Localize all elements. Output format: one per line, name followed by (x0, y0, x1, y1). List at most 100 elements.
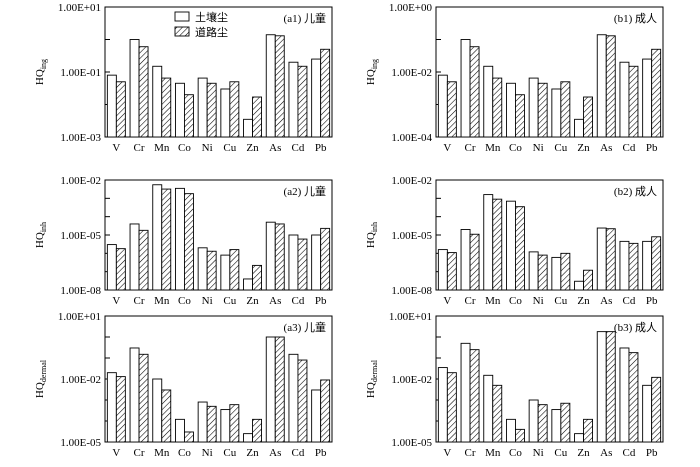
bar-road-Zn (252, 96, 263, 138)
bar-soil-Co (506, 200, 516, 291)
x-tick-label: Zn (246, 447, 259, 459)
bar-road-Mn (492, 77, 503, 138)
y-tick-label: 1.00E-02 (60, 374, 101, 386)
bar-soil-Cd (288, 61, 299, 138)
x-tick-label: Cu (554, 295, 567, 307)
bar-road-Zn (252, 264, 263, 291)
bar-road-Zn (583, 96, 593, 138)
x-tick-label: Cr (465, 447, 476, 459)
y-tick-label: 1.00E-02 (391, 374, 432, 386)
legend-swatch-soil (174, 11, 190, 22)
bar-road-Zn (583, 418, 593, 443)
x-tick-label: Cu (223, 142, 236, 154)
bar-road-Cu (560, 252, 571, 291)
x-tick-label: Ni (533, 142, 544, 154)
chart-panel-5: 1.00E+01 1.00E-02 1.00E-05 HQdermal V Cr Mn Co N… (34, 311, 333, 459)
bar-road-Mn (161, 188, 172, 291)
y-tick-label: 1.00E-04 (391, 132, 432, 144)
bar-soil-As (265, 336, 276, 443)
chart-panel-2: 1.00E+00 1.00E-02 1.00E-04 HQing V Cr Mn Co Ni Cu… (365, 2, 664, 154)
y-axis-label: HQinh (365, 222, 379, 248)
bar-soil-Ni (528, 399, 539, 443)
x-tick-label: Pb (646, 447, 658, 459)
bar-road-Zn (252, 418, 263, 443)
bar-soil-Cu (220, 254, 231, 291)
bar-road-Cd (297, 65, 308, 138)
bar-road-V (115, 248, 126, 291)
bar-soil-Mn (483, 374, 494, 443)
bar-soil-As (596, 34, 607, 138)
x-tick-label: V (112, 295, 120, 307)
bar-soil-Ni (197, 401, 208, 443)
bar-road-Cr (469, 233, 480, 291)
bar-soil-Co (174, 187, 185, 291)
chart-panel-1: 1.00E+01 1.00E-01 1.00E-03 HQing V Cr Mn Co Ni Cu… (34, 2, 333, 154)
y-tick-label: 1.00E-01 (60, 67, 101, 79)
y-tick-label: 1.00E-05 (60, 230, 101, 242)
bar-soil-Cu (551, 256, 562, 291)
bar-soil-Ni (528, 77, 539, 138)
bar-soil-Mn (152, 184, 163, 291)
bar-soil-Cu (551, 88, 562, 138)
legend-swatch-road (174, 26, 190, 37)
bar-road-Cr (469, 349, 480, 443)
bar-road-Co (515, 206, 525, 291)
x-tick-label: Cu (554, 447, 567, 459)
bar-road-Cd (297, 238, 308, 291)
x-tick-label: Mn (154, 295, 170, 307)
x-tick-label: Cu (223, 295, 236, 307)
x-tick-label: Mn (485, 447, 501, 459)
y-tick-label: 1.00E-02 (391, 67, 432, 79)
bar-road-Pb (651, 376, 662, 443)
bar-soil-Cr (460, 342, 471, 443)
bar-road-V (446, 372, 457, 443)
bar-soil-Co (174, 418, 185, 443)
bar-soil-Ni (528, 251, 539, 291)
bar-soil-As (596, 227, 607, 291)
bar-soil-Pb (642, 240, 653, 291)
panel-title: (a1) 儿童 (284, 11, 326, 25)
x-tick-label: Mn (485, 295, 501, 307)
x-tick-label: Ni (533, 447, 544, 459)
bar-soil-Pb (311, 234, 322, 291)
y-axis-label: HQdermal (34, 359, 48, 398)
chart-panel-6: 1.00E+01 1.00E-02 1.00E-05 HQdermal V Cr Mn Co N… (365, 311, 664, 459)
x-tick-label: As (269, 295, 281, 307)
x-tick-label: Zn (577, 142, 590, 154)
bar-road-Cu (229, 404, 240, 443)
x-tick-label: Ni (202, 447, 213, 459)
bar-soil-As (265, 34, 276, 138)
bar-soil-Cu (220, 88, 231, 138)
bar-road-As (274, 336, 285, 443)
bar-soil-Mn (483, 194, 494, 291)
bar-road-As (605, 228, 616, 291)
y-axis-label: HQing (34, 59, 48, 85)
x-tick-label: Co (178, 447, 191, 459)
bar-soil-Zn (574, 280, 584, 291)
bar-soil-Cr (129, 223, 140, 291)
x-tick-label: Cu (223, 447, 236, 459)
x-tick-label: Ni (202, 142, 213, 154)
x-tick-label: Cr (134, 447, 145, 459)
panel-title: (a3) 儿童 (284, 320, 326, 334)
x-tick-label: Zn (246, 142, 259, 154)
bar-road-As (274, 35, 285, 138)
bar-soil-Ni (197, 77, 208, 138)
x-tick-label: Co (509, 295, 522, 307)
bar-road-Cr (469, 46, 480, 138)
x-tick-label: Cd (292, 142, 305, 154)
bar-soil-Cd (288, 353, 299, 443)
bar-road-Cu (560, 81, 571, 138)
bar-road-Cd (297, 359, 308, 443)
bar-soil-Cr (129, 39, 140, 138)
bar-road-Cr (138, 353, 149, 443)
x-tick-label: As (600, 142, 612, 154)
x-tick-label: Cr (134, 295, 145, 307)
bar-road-Mn (492, 198, 503, 291)
bar-road-Ni (537, 404, 548, 443)
x-tick-label: As (269, 142, 281, 154)
panel-title: (b1) 成人 (614, 12, 657, 25)
bar-road-Cd (628, 242, 639, 291)
